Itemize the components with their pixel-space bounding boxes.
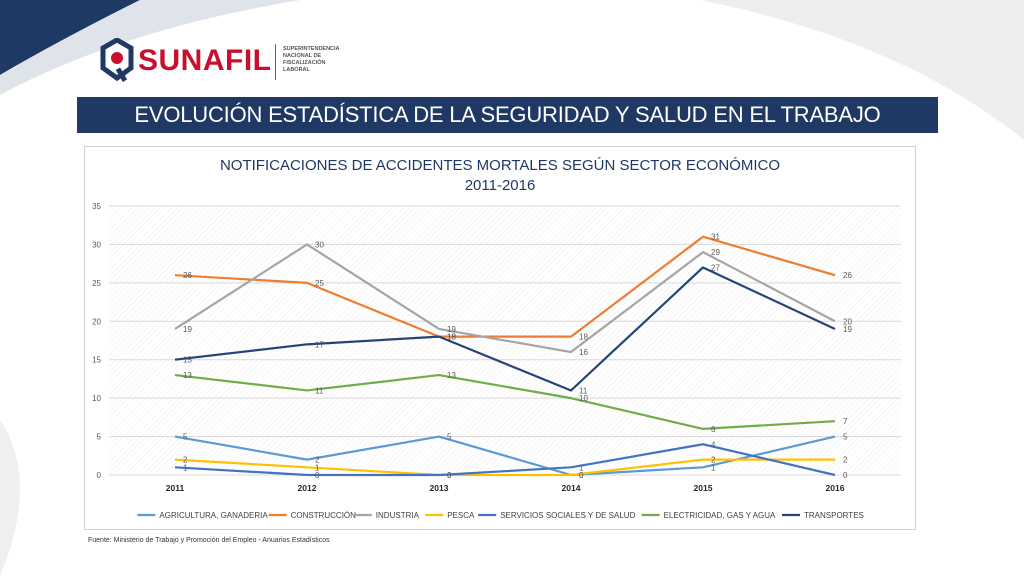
chart-title: NOTIFICACIONES DE ACCIDENTES MORTALES SE…	[219, 157, 781, 174]
data-label: 0	[843, 471, 848, 480]
data-label: 13	[183, 371, 192, 380]
y-tick-label: 0	[97, 471, 102, 480]
data-label: 0	[315, 471, 320, 480]
data-label: 27	[711, 263, 720, 272]
legend-label: INDUSTRIA	[376, 511, 420, 520]
legend-label: AGRICULTURA, GANADERIA	[159, 511, 268, 520]
data-label: 19	[843, 325, 852, 334]
data-label: 26	[183, 271, 192, 280]
series-line	[174, 373, 836, 430]
data-label: 2	[843, 456, 848, 465]
page-title: EVOLUCIÓN ESTADÍSTICA DE LA SEGURIDAD Y …	[77, 97, 938, 133]
logo-divider	[275, 44, 276, 80]
data-label: 18	[447, 333, 456, 342]
data-label: 2	[183, 456, 188, 465]
data-label: 6	[711, 425, 716, 434]
data-label: 5	[843, 433, 848, 442]
legend-label: ELECTRICIDAD, GAS Y AGUA	[664, 511, 776, 520]
data-label: 11	[579, 386, 588, 395]
logo-subtitle: Superintendencia Nacional de Fiscalizaci…	[283, 46, 340, 73]
x-tick-label: 2012	[298, 483, 317, 493]
data-label: 16	[579, 348, 588, 357]
data-label: 15	[183, 356, 192, 365]
series-line	[174, 235, 836, 338]
data-label: 20	[843, 317, 852, 326]
data-label: 26	[843, 271, 852, 280]
data-label: 1	[315, 463, 320, 472]
source-note: Fuente: Ministerio de Trabajo y Promoció…	[88, 537, 330, 544]
data-label: 0	[447, 471, 452, 480]
data-label: 0	[447, 471, 452, 480]
data-label: 19	[447, 325, 456, 334]
chart-panel: NOTIFICACIONES DE ACCIDENTES MORTALES SE…	[84, 146, 916, 530]
data-label: 1	[579, 463, 584, 472]
y-tick-label: 5	[97, 433, 102, 442]
series-line	[174, 435, 836, 477]
data-label: 4	[711, 440, 716, 449]
data-label: 2	[711, 456, 716, 465]
x-tick-label: 2014	[562, 483, 581, 493]
y-tick-label: 10	[92, 394, 101, 403]
series-line	[174, 443, 836, 477]
magnifier-shield-icon	[100, 38, 134, 83]
data-label: 1	[183, 463, 188, 472]
x-tick-label: 2016	[826, 483, 845, 493]
series-line	[174, 266, 836, 392]
data-label: 29	[711, 248, 720, 257]
series-line	[174, 243, 836, 354]
sunafil-logo: SUNAFIL Superintendencia Nacional de Fis…	[100, 38, 340, 88]
y-tick-label: 25	[92, 279, 101, 288]
data-label: 2	[315, 456, 320, 465]
data-label: 0	[579, 471, 584, 480]
y-tick-label: 30	[92, 240, 101, 249]
data-label: 31	[711, 233, 720, 242]
data-label: 5	[183, 433, 188, 442]
y-tick-label: 20	[92, 317, 101, 326]
data-label: 5	[447, 433, 452, 442]
y-tick-label: 15	[92, 356, 101, 365]
data-label: 10	[579, 394, 588, 403]
logo-brand-text: SUNAFIL	[138, 44, 272, 77]
data-label: 1	[711, 463, 716, 472]
x-tick-label: 2011	[166, 483, 185, 493]
legend-label: PESCA	[447, 511, 475, 520]
data-label: 0	[579, 471, 584, 480]
data-label: 11	[315, 386, 324, 395]
data-label: 7	[843, 417, 848, 426]
x-tick-label: 2013	[430, 483, 449, 493]
data-label: 30	[315, 240, 324, 249]
data-label: 25	[315, 279, 324, 288]
x-tick-label: 2015	[694, 483, 713, 493]
chart-subtitle: 2011-2016	[464, 177, 536, 194]
data-label: 17	[315, 340, 324, 349]
data-label: 18	[447, 333, 456, 342]
series-line	[174, 458, 835, 477]
data-label: 19	[183, 325, 192, 334]
legend-label: SERVICIOS SOCIALES Y DE SALUD	[500, 511, 635, 520]
y-tick-label: 35	[92, 202, 101, 211]
data-label: 13	[447, 371, 456, 380]
data-label: 18	[579, 333, 588, 342]
legend-label: TRANSPORTES	[804, 511, 864, 520]
legend-label: CONSTRUCCIÓN	[291, 511, 357, 520]
